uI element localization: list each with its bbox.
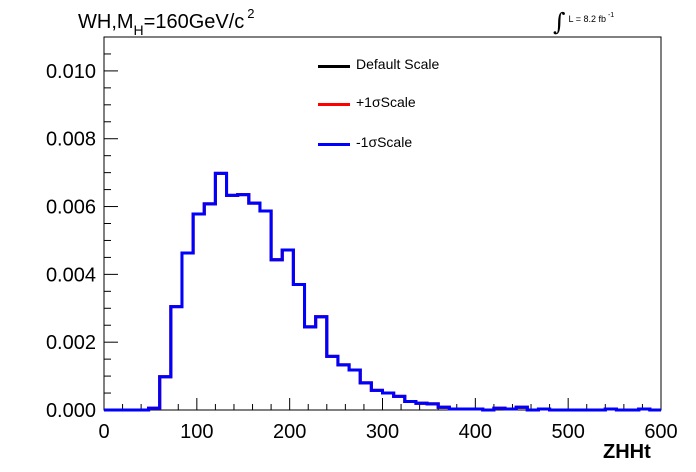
x-tick-label: 200 [273, 421, 306, 443]
integral-symbol: ∫ [553, 8, 566, 36]
legend-line-default [318, 65, 350, 68]
x-tick-label: 0 [98, 421, 109, 443]
chart-title: WH,MH=160GeV/c 2 [78, 6, 255, 38]
x-tick-label: 100 [180, 421, 213, 443]
series-line-0 [104, 171, 661, 412]
y-tick-label: 0.006 [46, 197, 96, 219]
legend-entry-default: Default Scale [318, 56, 518, 76]
series-line-2 [104, 171, 661, 412]
legend-entry-minus1sigma: -1σScale [318, 134, 518, 154]
x-tick-label: 300 [366, 421, 399, 443]
y-tick-label: 0.010 [46, 61, 96, 83]
y-tick-label: 0.004 [46, 264, 96, 286]
x-axis-title: ZHHt [603, 441, 651, 463]
x-tick-label: 500 [551, 421, 584, 443]
series-line-1 [104, 171, 661, 412]
legend-label-minus1sigma: -1σScale [356, 134, 413, 150]
legend-label-plus1sigma: +1σScale [356, 94, 416, 110]
y-tick-label: 0.002 [46, 332, 96, 354]
legend-entry-plus1sigma: +1σScale [318, 94, 518, 114]
x-tick-label: 600 [644, 421, 677, 443]
plot-frame [103, 36, 662, 411]
legend-label-default: Default Scale [356, 56, 440, 72]
y-tick-label: 0.008 [46, 129, 96, 151]
x-tick-label: 400 [459, 421, 492, 443]
y-tick-label: 0.000 [46, 400, 96, 422]
legend-line-minus1sigma [318, 143, 350, 146]
luminosity-label: ∫ L = 8.2 fb -1 [553, 8, 615, 36]
legend-line-plus1sigma [318, 103, 350, 106]
